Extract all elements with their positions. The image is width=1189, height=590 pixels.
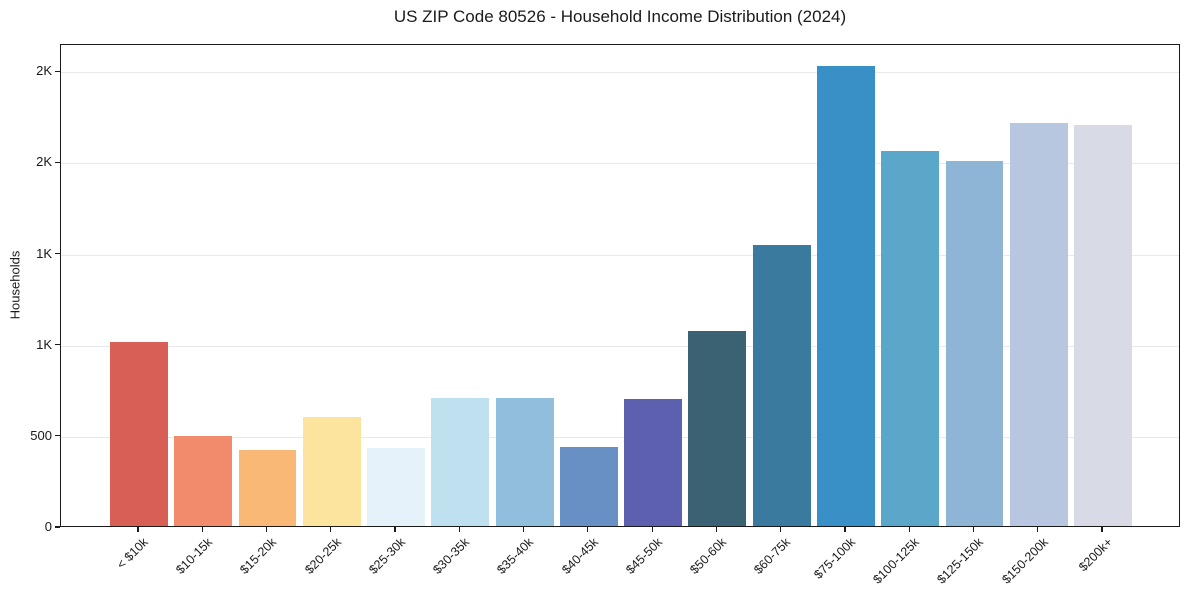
- x-tick-label: $75-100k: [811, 535, 858, 582]
- x-tick-label: $40-45k: [558, 535, 601, 577]
- x-tick-label: $35-40k: [494, 535, 537, 577]
- x-tick-label: $20-25k: [301, 535, 344, 577]
- gridline: [61, 254, 1179, 256]
- y-tick-label: 1K: [36, 336, 52, 352]
- plot-area: [60, 44, 1180, 527]
- gridline: [61, 163, 1179, 165]
- bar: [174, 435, 233, 526]
- gridline: [61, 72, 1179, 74]
- y-tick-label: 2K: [36, 63, 52, 79]
- x-tick-label: < $10k: [114, 535, 151, 572]
- bar: [495, 397, 554, 526]
- x-tick-mark: [844, 527, 846, 532]
- x-tick-mark: [1037, 527, 1039, 532]
- x-tick-mark: [265, 527, 268, 532]
- y-tick-label: 0: [44, 519, 52, 534]
- chart-title: US ZIP Code 80526 - Household Income Dis…: [393, 7, 847, 26]
- x-tick-label: $125-150k: [934, 535, 987, 587]
- bar: [559, 446, 618, 526]
- x-tick-mark: [523, 527, 525, 532]
- x-tick-label: $50-60k: [687, 535, 730, 577]
- x-tick-mark: [330, 527, 332, 532]
- y-tick-label: 500: [30, 427, 52, 443]
- y-tick-mark: [55, 161, 60, 164]
- bar: [881, 150, 940, 526]
- bar: [367, 447, 425, 526]
- x-tick-mark: [394, 527, 396, 532]
- x-tick-label: $150-200k: [998, 535, 1051, 587]
- y-tick-mark: [55, 70, 60, 72]
- x-tick-mark: [972, 527, 975, 532]
- x-tick-mark: [201, 527, 203, 532]
- x-tick-label: $200k+: [1075, 535, 1115, 575]
- bar: [624, 399, 683, 526]
- y-tick-mark: [55, 435, 60, 437]
- bar: [110, 341, 168, 526]
- x-tick-mark: [715, 527, 717, 532]
- bar: [1009, 123, 1068, 526]
- gridline: [61, 345, 1179, 347]
- x-tick-label: $100-125k: [870, 535, 923, 587]
- y-tick-label: 1K: [36, 245, 52, 261]
- x-tick-mark: [651, 527, 653, 532]
- bar: [945, 160, 1004, 526]
- y-tick-mark: [55, 253, 60, 255]
- x-tick-label: $60-75k: [751, 535, 794, 577]
- bar: [431, 398, 490, 526]
- bar: [302, 416, 361, 526]
- x-tick-label: $15-20k: [237, 535, 280, 577]
- y-tick-mark: [55, 344, 60, 346]
- bar: [752, 245, 811, 526]
- x-tick-label: $25-30k: [366, 535, 408, 577]
- x-tick-mark: [587, 527, 589, 532]
- x-tick-label: $30-35k: [430, 535, 473, 577]
- bar: [688, 330, 747, 526]
- x-tick-label: $10-15k: [173, 535, 216, 577]
- x-tick-mark: [908, 527, 910, 532]
- gridline: [61, 436, 1179, 438]
- y-tick-label: 2K: [36, 154, 52, 170]
- bar: [238, 450, 297, 526]
- bar: [1074, 125, 1132, 526]
- x-tick-mark: [458, 527, 460, 532]
- x-tick-mark: [1101, 527, 1103, 532]
- x-tick-mark: [780, 527, 782, 532]
- y-tick-mark: [55, 526, 60, 528]
- bar: [817, 65, 875, 526]
- x-tick-label: $45-50k: [623, 535, 666, 577]
- x-tick-mark: [137, 527, 139, 532]
